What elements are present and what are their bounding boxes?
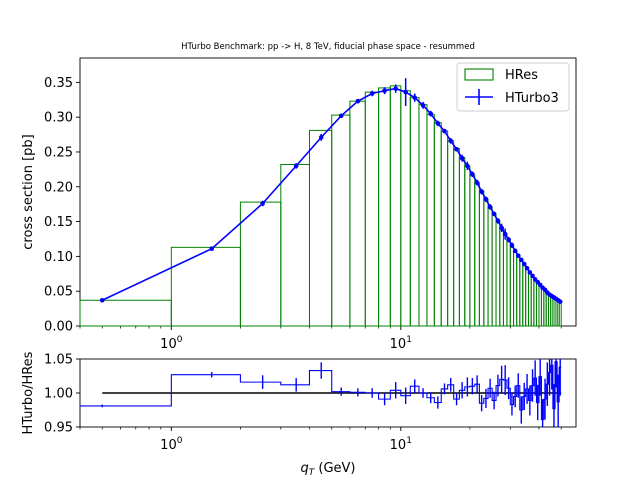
hturbo-point	[318, 135, 324, 140]
ratio-x-axis: 100 101	[160, 427, 412, 453]
hturbo-point	[530, 273, 535, 279]
hturbo-point	[515, 253, 521, 258]
main-y-tick-label: 0.05	[44, 285, 73, 300]
main-x-axis: 100 101	[160, 326, 412, 352]
main-y-axis: 0.00 0.05 0.10 0.15 0.20 0.25 0.30 0.35	[44, 76, 80, 335]
main-y-tick-label: 0.25	[44, 145, 73, 160]
hturbo-point	[369, 91, 375, 96]
hturbo-point	[512, 248, 518, 254]
hturbo-point	[293, 163, 299, 169]
hturbo-point	[448, 138, 454, 144]
hturbo-point	[435, 121, 441, 126]
hturbo-point	[459, 155, 465, 161]
hturbo-point	[470, 171, 475, 177]
main-y-tick-label: 0.15	[44, 215, 73, 230]
ratio-plot: 0.95 1.00 1.05 100 101 HTurbo/HRes qT (GeV)	[21, 351, 577, 478]
ratio-y-tick-label: 1.05	[44, 353, 73, 368]
main-y-tick-label: 0.30	[44, 111, 73, 126]
main-y-axis-label: cross section [pb]	[21, 134, 36, 249]
hturbo-point	[454, 146, 459, 152]
hturbo-point	[209, 246, 215, 252]
hturbo-point	[527, 270, 533, 275]
hturbo-point	[420, 103, 426, 108]
hturbo-point	[428, 111, 434, 116]
hturbo-point	[487, 204, 493, 210]
legend: HRes HTurbo3	[456, 62, 570, 112]
hturbo-point	[442, 128, 447, 134]
legend-label-hturbo: HTurbo3	[505, 91, 559, 106]
main-y-tick-label: 0.00	[44, 320, 73, 335]
legend-swatch-hres	[464, 68, 494, 81]
main-y-tick-label: 0.10	[44, 250, 73, 265]
main-x-tick-label: 100	[160, 335, 183, 352]
hturbo-point	[474, 180, 480, 185]
ratio-x-tick-label: 101	[390, 436, 412, 453]
hturbo-point	[393, 86, 398, 91]
ratio-y-tick-label: 0.95	[44, 421, 73, 436]
ratio-y-tick-label: 1.00	[44, 387, 73, 402]
hturbo-point	[355, 98, 361, 104]
ratio-y-axis-label: HTurbo/HRes	[21, 351, 36, 434]
hturbo-point	[518, 257, 524, 263]
hturbo-point	[483, 197, 489, 202]
hturbo-point	[403, 89, 408, 95]
hturbo-point	[338, 113, 344, 119]
legend-label-hres: HRes	[505, 68, 538, 83]
legend-box	[456, 62, 570, 112]
ratio-y-axis: 0.95 1.00 1.05	[44, 353, 80, 436]
ratio-x-tick-label: 100	[160, 436, 183, 453]
hturbo-point	[557, 299, 563, 304]
main-x-tick-label: 101	[390, 335, 412, 352]
hturbo-point	[260, 201, 265, 206]
ratio-x-axis-label: qT (GeV)	[300, 461, 355, 478]
ratio-x-minor-ticks	[79, 427, 562, 430]
hturbo-point	[521, 261, 527, 267]
hturbo-point	[499, 225, 504, 231]
hturbo-point	[99, 297, 105, 303]
hturbo-point	[506, 237, 511, 242]
hturbo-series	[99, 78, 563, 304]
ratio-series	[80, 359, 562, 427]
chart-title: HTurbo Benchmark: pp -> H, 8 TeV, fiduci…	[181, 42, 475, 52]
main-plot: 0.000.050.100.150.200.250.300.35 100 101 …	[21, 57, 577, 352]
hturbo-point	[412, 95, 418, 100]
hturbo-point	[524, 265, 530, 271]
hturbo-point	[465, 163, 470, 169]
hturbo-point	[502, 231, 508, 237]
hturbo-point	[382, 88, 387, 94]
hturbo-point	[509, 242, 515, 248]
hturbo-point	[495, 218, 501, 224]
hturbo-point	[491, 211, 497, 217]
main-y-tick-label: 0.35	[44, 76, 73, 91]
main-y-tick-label: 0.20	[44, 180, 73, 195]
hturbo-point	[479, 189, 484, 194]
